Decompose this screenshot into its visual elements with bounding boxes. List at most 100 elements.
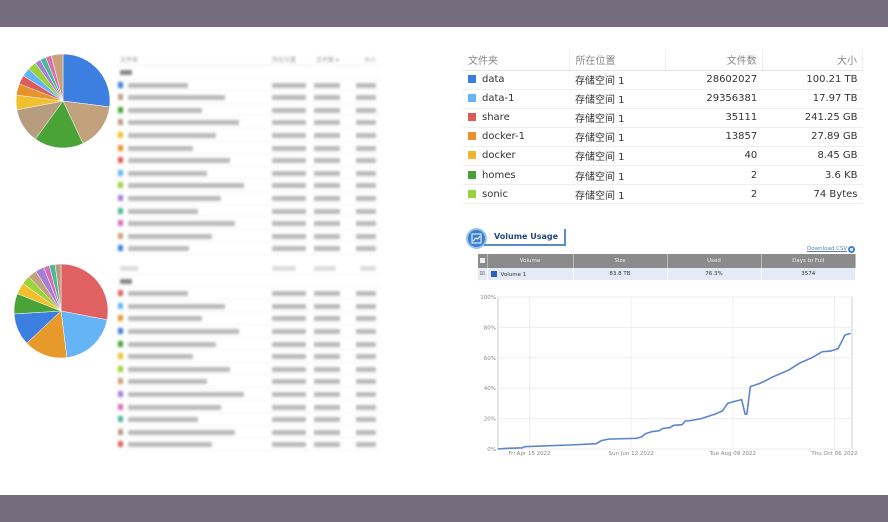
data-point <box>837 348 839 350</box>
header-size: 大小 <box>762 49 864 71</box>
folder-color-swatch <box>118 428 123 435</box>
table-row[interactable] <box>116 438 380 451</box>
data-point <box>830 350 832 352</box>
folder-color-swatch <box>118 220 123 227</box>
table-row[interactable] <box>116 129 380 142</box>
pie-slice[interactable] <box>51 53 64 102</box>
data-point <box>721 410 723 412</box>
folder-count: 35111 <box>665 108 763 128</box>
table-row[interactable] <box>116 375 380 388</box>
volume-checkbox[interactable]: ☑ <box>478 268 488 280</box>
folder-color-swatch <box>468 170 476 179</box>
table-row[interactable]: sonic 存储空间 1 2 74 Bytes <box>463 184 863 205</box>
folder-color-swatch <box>118 106 123 113</box>
folder-size: 100.21 TB <box>762 70 863 90</box>
back-row[interactable] <box>116 66 380 79</box>
pie-slice[interactable] <box>35 100 84 149</box>
table-row[interactable] <box>116 287 380 300</box>
data-point <box>595 443 597 445</box>
data-point <box>681 424 683 426</box>
folder-color-swatch <box>118 403 123 410</box>
table-row[interactable]: homes 存储空间 1 2 3.6 KB <box>463 165 863 186</box>
table-row[interactable] <box>116 350 380 363</box>
download-icon[interactable] <box>848 246 855 253</box>
table-row[interactable] <box>116 413 380 426</box>
folder-name-cell: docker-1 <box>463 127 570 147</box>
table-row[interactable] <box>116 142 380 155</box>
table-row[interactable] <box>116 388 380 401</box>
table-row[interactable] <box>116 426 380 439</box>
folder-location: 存储空间 1 <box>569 108 666 128</box>
header-count: 文件数 <box>665 49 763 71</box>
table-row[interactable]: data 存储空间 1 28602027 100.21 TB <box>463 70 863 90</box>
folder-name-cell: data-1 <box>463 89 570 109</box>
data-point <box>521 447 524 449</box>
folder-location: 存储空间 1 <box>569 165 666 186</box>
table-row[interactable] <box>116 116 380 129</box>
header-count[interactable]: 文件数 ▾ <box>316 57 339 64</box>
folder-color-swatch <box>468 132 476 141</box>
table-row[interactable] <box>116 338 380 351</box>
plot-area <box>497 296 853 450</box>
pie-chart-top <box>15 53 111 149</box>
table-row[interactable] <box>116 167 380 180</box>
table-row[interactable]: docker-1 存储空间 1 13857 27.89 GB <box>463 127 863 147</box>
table-row[interactable] <box>116 154 380 167</box>
folder-color-swatch <box>118 441 123 448</box>
x-tick-label: Fri Apr 15 2022 <box>508 451 550 457</box>
pie-slice[interactable] <box>62 53 111 108</box>
folder-name-cell: share <box>463 108 570 128</box>
pie-slice[interactable] <box>60 263 109 321</box>
table-row[interactable]: docker 存储空间 1 40 8.45 GB <box>463 146 863 166</box>
table-row[interactable] <box>116 205 380 218</box>
header-location: 所在位置 <box>569 49 666 71</box>
data-point <box>635 437 638 439</box>
table-row[interactable] <box>116 300 380 313</box>
data-point <box>688 420 690 422</box>
pie-slice[interactable] <box>62 100 110 144</box>
table-row[interactable] <box>116 242 380 255</box>
folder-count: 2 <box>665 184 763 205</box>
table-row[interactable] <box>116 230 380 243</box>
pie-chart-bottom <box>13 263 109 359</box>
download-csv-link[interactable]: Download CSV <box>807 246 848 252</box>
folder-color-swatch <box>468 75 476 84</box>
table-row[interactable] <box>116 325 380 338</box>
data-point <box>700 418 702 420</box>
table-row[interactable] <box>116 104 380 117</box>
table-header <box>116 262 380 275</box>
table-row[interactable]: data-1 存储空间 1 29356381 17.97 TB <box>463 89 863 109</box>
table-row[interactable] <box>116 91 380 104</box>
table-row[interactable] <box>116 312 380 325</box>
select-all-checkbox[interactable] <box>478 254 488 268</box>
table-row[interactable] <box>116 217 380 230</box>
back-row[interactable] <box>116 275 380 288</box>
volume-name: Volume 1 <box>500 271 527 278</box>
volume-days: 3574 <box>761 268 856 280</box>
folder-size: 17.97 TB <box>762 89 863 109</box>
data-point <box>662 427 664 430</box>
volume-row[interactable]: ☑ Volume 1 83.8 TB 76.3% 3574 <box>478 268 856 280</box>
table-row[interactable] <box>116 363 380 376</box>
table-row[interactable] <box>116 401 380 414</box>
folder-color-swatch <box>468 113 476 122</box>
data-point <box>758 383 760 385</box>
folder-name-cell: docker <box>463 146 570 166</box>
data-point <box>777 373 779 376</box>
table-row[interactable] <box>116 179 380 192</box>
folder-name-cell: data <box>463 70 570 90</box>
data-point <box>849 332 851 335</box>
data-point <box>497 448 499 450</box>
table-row[interactable] <box>116 192 380 205</box>
folder-table-blurred-bottom <box>116 262 380 451</box>
header-days-to-full: Days to Full <box>761 254 856 268</box>
table-row[interactable]: share 存储空间 1 35111 241.25 GB <box>463 108 863 128</box>
volume-usage-tab[interactable]: Volume Usage <box>484 229 566 246</box>
header-volume: Volume <box>487 254 574 268</box>
data-point <box>607 438 610 440</box>
data-point <box>811 357 813 359</box>
table-row[interactable] <box>116 79 380 92</box>
pie-slice[interactable] <box>60 310 108 358</box>
pie-slice[interactable] <box>54 263 62 312</box>
data-point <box>641 436 643 438</box>
